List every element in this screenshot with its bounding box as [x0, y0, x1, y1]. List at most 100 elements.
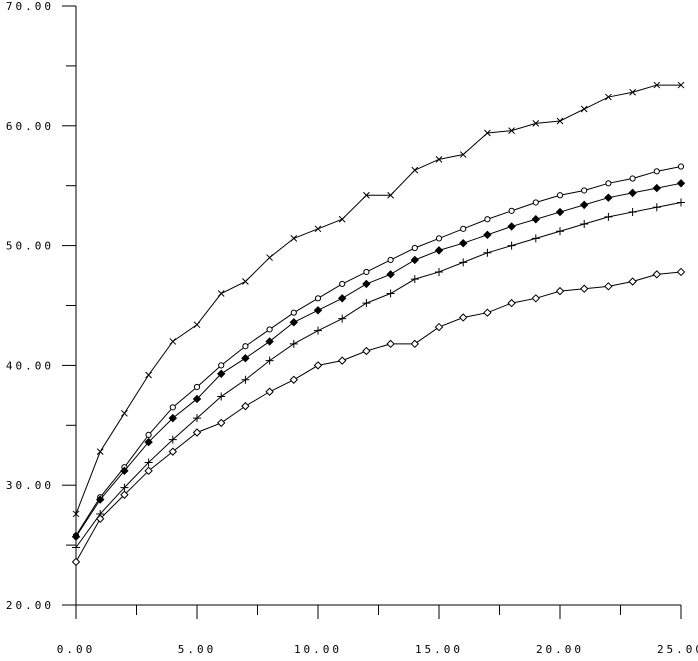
- y-tick-label: 40.00: [6, 359, 54, 372]
- plus-marker: [531, 234, 540, 243]
- x-marker: [677, 81, 685, 89]
- x-tick-label: 5.00: [178, 643, 217, 656]
- diamond-marker: [579, 284, 589, 293]
- series-3: [71, 179, 686, 541]
- plus-marker: [120, 483, 129, 492]
- plus-marker: [628, 208, 637, 217]
- filled-diamond-marker: [434, 246, 444, 255]
- diamond-marker: [168, 447, 178, 456]
- diamond-marker: [362, 346, 371, 356]
- filled-diamond-marker: [265, 337, 274, 346]
- diamond-marker: [144, 466, 153, 476]
- circle-marker: [605, 180, 612, 187]
- filled-diamond-marker: [458, 238, 468, 248]
- x-marker: [556, 117, 564, 125]
- circle-marker: [266, 326, 273, 333]
- filled-diamond-marker: [144, 437, 153, 447]
- axes: [62, 5, 682, 619]
- x-tick-label: 20.00: [536, 643, 584, 656]
- diamond-marker: [531, 294, 541, 303]
- diamond-marker: [337, 356, 347, 365]
- x-marker: [435, 155, 443, 163]
- plus-marker: [289, 339, 298, 348]
- filled-diamond-marker: [192, 394, 202, 404]
- circle-marker: [532, 199, 539, 206]
- x-marker: [338, 215, 346, 223]
- plus-marker: [580, 220, 589, 229]
- x-marker: [605, 93, 612, 101]
- circle-marker: [581, 187, 588, 194]
- circle-marker: [556, 192, 564, 199]
- circle-marker: [145, 431, 152, 438]
- x-marker: [532, 120, 540, 127]
- diamond-marker: [676, 267, 686, 277]
- filled-diamond-marker: [120, 466, 129, 476]
- x-tick-label: 15.00: [415, 643, 463, 656]
- x-marker: [653, 81, 661, 89]
- x-tick-label: 0.00: [57, 643, 96, 656]
- diamond-marker: [192, 428, 202, 437]
- filled-diamond-marker: [604, 193, 613, 202]
- x-marker: [266, 254, 273, 261]
- series-line: [75, 201, 682, 548]
- filled-diamond-marker: [95, 495, 105, 504]
- plus-marker: [604, 212, 613, 221]
- filled-diamond-marker: [168, 413, 178, 423]
- circle-marker: [484, 216, 491, 223]
- plus-marker: [652, 203, 661, 212]
- diamond-marker: [483, 308, 492, 317]
- x-marker: [387, 191, 394, 199]
- filled-diamond-marker: [579, 200, 589, 210]
- circle-marker: [169, 404, 176, 411]
- x-marker: [290, 235, 298, 242]
- plus-marker: [459, 258, 468, 267]
- series-line: [75, 182, 682, 537]
- filled-diamond-marker: [362, 279, 371, 289]
- plus-marker: [72, 543, 80, 552]
- plus-marker: [241, 375, 250, 384]
- circle-marker: [242, 343, 249, 350]
- diamond-marker: [265, 387, 274, 396]
- series-1: [72, 81, 685, 518]
- diamond-marker: [507, 298, 516, 308]
- filled-diamond-marker: [71, 532, 81, 541]
- diamond-marker: [434, 322, 444, 332]
- diamond-marker: [458, 313, 468, 322]
- series-line: [75, 84, 681, 515]
- plus-marker: [556, 227, 564, 236]
- series-layer: [71, 81, 686, 567]
- plus-marker: [168, 435, 177, 444]
- circle-marker: [193, 383, 201, 391]
- circle-marker: [411, 244, 418, 252]
- x-marker: [508, 127, 515, 134]
- circle-marker: [387, 256, 394, 264]
- diamond-marker: [95, 514, 105, 523]
- series-4: [72, 198, 685, 552]
- plus-marker: [677, 198, 685, 207]
- diamond-marker: [652, 270, 662, 279]
- circle-marker: [435, 235, 443, 242]
- x-marker: [193, 321, 201, 329]
- filled-diamond-marker: [555, 207, 565, 217]
- filled-diamond-marker: [241, 354, 250, 363]
- circle-marker: [653, 168, 660, 175]
- plus-marker: [338, 314, 347, 323]
- diamond-marker: [71, 557, 81, 567]
- plus-marker: [410, 275, 419, 284]
- circle-marker: [460, 225, 467, 232]
- circle-marker: [629, 175, 636, 182]
- x-marker: [459, 151, 467, 158]
- series-line: [75, 166, 682, 536]
- filled-diamond-marker: [483, 230, 492, 240]
- x-marker: [242, 278, 249, 285]
- plus-marker: [507, 241, 516, 250]
- plus-marker: [483, 248, 492, 257]
- y-tick-label: 60.00: [6, 120, 54, 133]
- filled-diamond-marker: [676, 179, 686, 188]
- diamond-marker: [289, 375, 299, 384]
- filled-diamond-marker: [410, 255, 420, 265]
- circle-marker: [339, 280, 346, 288]
- x-marker: [145, 371, 152, 379]
- filled-diamond-marker: [313, 306, 323, 315]
